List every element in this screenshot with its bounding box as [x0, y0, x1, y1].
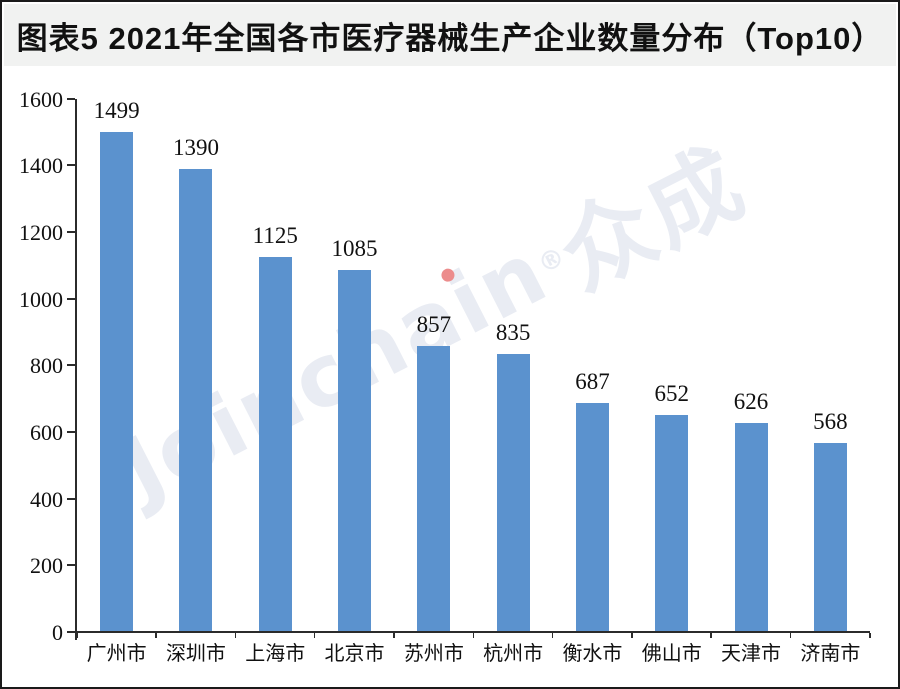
y-axis-tick	[67, 297, 75, 300]
y-axis-tick	[67, 497, 75, 500]
y-axis-tick-label: 1200	[19, 219, 63, 245]
y-axis-tick	[67, 364, 75, 367]
y-axis-tick-label: 1000	[19, 286, 63, 312]
title-band: 图表5 2021年全国各市医疗器械生产企业数量分布（Top10）	[4, 4, 896, 66]
bar-value-label: 1085	[331, 236, 378, 262]
x-axis-tick	[789, 633, 792, 638]
bar	[734, 423, 768, 631]
x-axis-line	[75, 631, 870, 633]
x-axis-category-label: 杭州市	[483, 643, 544, 665]
x-axis-category-label: 苏州市	[403, 643, 464, 665]
y-axis-tick	[67, 164, 75, 167]
bar-value-label: 857	[416, 312, 452, 338]
y-axis-tick-label: 400	[30, 486, 63, 512]
x-axis-tick	[631, 633, 633, 638]
x-axis-tick	[234, 633, 237, 638]
y-axis-tick-label: 800	[30, 353, 63, 379]
x-axis-category-label: 天津市	[721, 643, 782, 665]
x-axis-category-label: 衡水市	[562, 643, 623, 665]
bar-value-label: 1390	[172, 134, 219, 160]
y-axis-tick-label: 600	[30, 419, 63, 445]
x-axis-tick	[472, 633, 474, 638]
bar	[655, 414, 689, 631]
y-axis-tick	[67, 564, 75, 567]
x-axis-category-label: 济南市	[800, 643, 861, 665]
bar	[258, 256, 292, 631]
x-axis-tick	[393, 633, 395, 638]
bar-value-label: 568	[813, 408, 848, 434]
y-axis-tick-label: 200	[30, 553, 63, 579]
bar	[179, 168, 213, 631]
bar-value-label: 1125	[252, 222, 298, 248]
x-axis-tick	[551, 633, 554, 638]
bar-value-label: 687	[575, 368, 610, 394]
bar-value-label: 626	[733, 389, 769, 415]
chart-title: 图表5 2021年全国各市医疗器械生产企业数量分布（Top10）	[16, 20, 884, 56]
x-axis-category-label: 北京市	[324, 643, 385, 665]
bar	[338, 270, 372, 631]
x-axis-category-label: 广州市	[86, 643, 147, 665]
x-axis-category-label: 上海市	[245, 643, 306, 665]
bar	[813, 442, 847, 631]
bar	[417, 346, 451, 631]
y-axis-line	[75, 98, 77, 640]
y-axis-tick	[67, 230, 75, 233]
bar-value-label: 1499	[93, 98, 140, 124]
x-axis-category-label: 佛山市	[641, 643, 702, 665]
bar-value-label: 652	[654, 380, 690, 406]
y-axis-tick-label: 0	[52, 620, 63, 645]
x-axis-tick	[869, 633, 871, 638]
x-axis-tick	[313, 633, 316, 638]
x-axis-tick	[76, 633, 78, 638]
y-axis-tick-label: 1400	[19, 153, 63, 179]
bar-value-label: 835	[495, 319, 531, 345]
x-axis-tick	[155, 633, 157, 638]
x-axis-category-label: 深圳市	[165, 643, 226, 665]
y-axis-tick	[67, 430, 75, 433]
bar	[575, 402, 609, 631]
y-axis-tick	[67, 631, 75, 633]
bar	[100, 132, 134, 631]
y-axis-tick-label: 1600	[19, 86, 63, 112]
y-axis-tick	[67, 97, 75, 100]
x-axis-tick	[710, 633, 712, 638]
bar	[496, 353, 530, 631]
